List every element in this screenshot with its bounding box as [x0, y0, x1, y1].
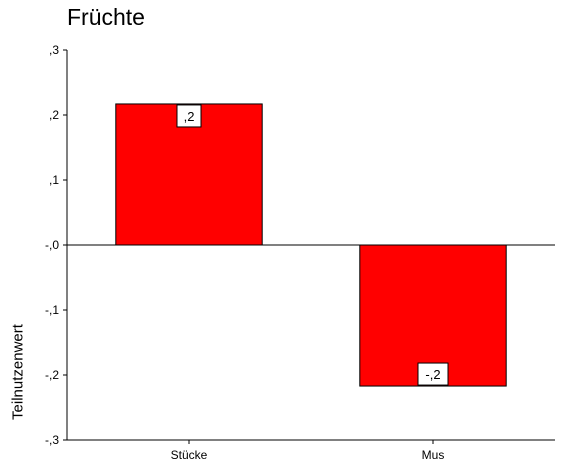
- y-tick-label: ,1: [49, 173, 59, 187]
- bar-mus: [359, 244, 507, 387]
- y-tick-label: ,3: [49, 43, 59, 57]
- y-tick-label: -,0: [45, 238, 59, 252]
- y-tick-label: -,1: [45, 303, 59, 317]
- bar-stücke: [115, 103, 263, 246]
- data-label-box: [417, 362, 449, 386]
- x-tick-label: Mus: [422, 448, 445, 462]
- data-label: ,2: [184, 109, 195, 124]
- y-tick-label: -,2: [45, 368, 59, 382]
- data-label: -,2: [425, 367, 440, 382]
- chart-title: Früchte: [67, 4, 145, 30]
- x-tick-label: Stücke: [171, 448, 208, 462]
- y-tick-label: ,2: [49, 108, 59, 122]
- data-label-box: [176, 104, 202, 128]
- y-tick-label: -,3: [45, 433, 59, 447]
